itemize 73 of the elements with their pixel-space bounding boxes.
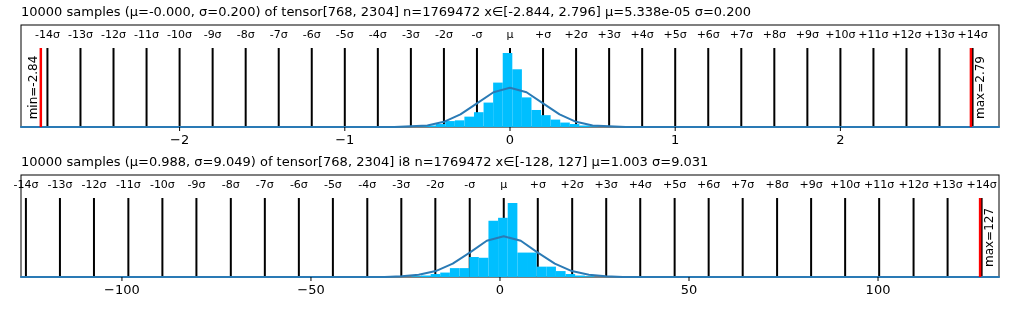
ref-line-label: +6σ [696,28,720,41]
ref-line-label: -2σ [426,178,445,191]
ref-line-label: -5σ [323,178,342,191]
ref-line-label: -10σ [167,28,193,41]
x-tick-label: 2 [836,132,845,147]
x-tick-label: −1 [335,132,355,147]
ref-line-label: +3σ [594,178,618,191]
ref-line-label: -13σ [68,28,93,41]
ref-line-label: -5σ [335,28,354,41]
ref-line-label: +12σ [898,178,929,191]
ref-line-label: -12σ [101,28,126,41]
x-tick-label: 0 [495,282,505,297]
ref-line-label: +8σ [765,178,789,191]
ref-line-label: +6σ [697,178,721,191]
ref-line-label: -7σ [255,178,274,191]
ref-line-label: -3σ [392,178,411,191]
ref-line-label: +13σ [932,178,963,191]
ref-line-label: +5σ [663,178,687,191]
ref-line-label: -10σ [149,178,175,191]
ref-line-label: +9σ [795,28,819,41]
ref-line-label: +13σ [924,28,955,41]
ref-line-label: -14σ [34,28,60,41]
ref-line-label: -2σ [434,28,453,41]
ref-line-label: -4σ [358,178,377,191]
ref-line-label: -σ [464,178,476,191]
ref-line-label: -11σ [115,178,141,191]
x-tick-label: −50 [297,282,325,297]
x-tick-label: 100 [865,282,891,297]
ref-line-label: -8σ [236,28,255,41]
x-tick-label: 1 [671,132,680,147]
ref-line-label: +12σ [891,28,922,41]
ref-line-label: +7σ [729,28,753,41]
x-tick-label: 50 [680,282,698,297]
ref-line-label: μ [500,178,508,191]
ref-line-label: +5σ [663,28,687,41]
ref-line-label: -6σ [302,28,321,41]
ref-line-label: +σ [534,28,552,41]
ref-line-label: -3σ [401,28,420,41]
ref-line-label: max=127 [981,207,996,268]
x-tick-label: 0 [505,132,515,147]
chart-title: 10000 samples (μ=-0.000, σ=0.200) of tensor[768, 2304] n=1769472 x∈[-2.844, 2.796] μ=5.338e-05 σ=0.200 [21,4,752,19]
ref-line-label: -7σ [269,28,288,41]
x-tick-label: −2 [170,132,190,147]
ref-line-label: -13σ [47,178,73,191]
ref-line-label: +10σ [830,178,861,191]
ref-line-label: +11σ [858,28,889,41]
ref-line-label: min=-2.84 [25,55,40,120]
ref-line-label: +9σ [799,178,823,191]
ref-line-label: +10σ [825,28,856,41]
ref-line-label: -σ [471,28,483,41]
ref-line-label: +2σ [560,178,584,191]
ref-line-label: max=2.79 [972,56,987,119]
ref-line-label: -6σ [289,178,308,191]
ref-line-label: +4σ [630,28,654,41]
ref-line-label: -8σ [221,178,240,191]
x-tick-label: −100 [104,282,140,297]
ref-line-label: +2σ [564,28,588,41]
ref-line-label: +8σ [762,28,786,41]
ref-line-label: +14σ [966,178,997,191]
ref-line-label: -9σ [187,178,206,191]
ref-line-label: -9σ [203,28,222,41]
ref-line-label: +σ [529,178,546,191]
ref-line-label: -12σ [81,178,107,191]
chart-title: 10000 samples (μ=0.988, σ=9.049) of tensor[768, 2304] i8 n=1769472 x∈[-128, 127] μ=1.003 σ=9.031 [21,154,709,169]
ref-line-label: -4σ [368,28,387,41]
ref-line-label: +14σ [957,28,988,41]
ref-line-label: +11σ [864,178,895,191]
ref-line-label: +7σ [731,178,755,191]
ref-line-label: -11σ [134,28,160,41]
ref-line-label: +4σ [628,178,652,191]
ref-line-label: μ [506,28,514,41]
ref-line-label: +3σ [597,28,621,41]
ref-line-label: -14σ [13,178,39,191]
